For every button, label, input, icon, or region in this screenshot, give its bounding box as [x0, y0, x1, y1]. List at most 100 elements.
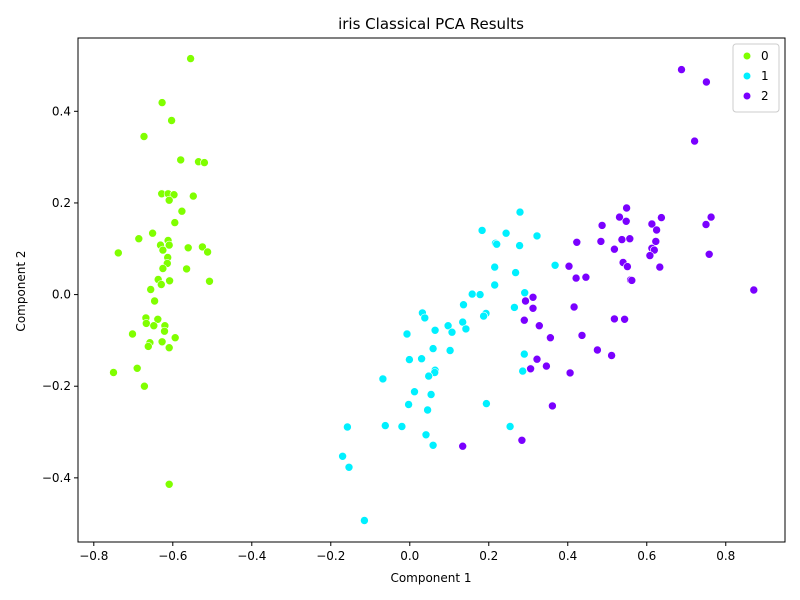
data-point-series-1-23 — [430, 325, 440, 335]
data-point-series-1-6 — [515, 241, 524, 250]
data-point-series-0-4 — [176, 155, 185, 165]
data-point-series-2-6 — [706, 212, 716, 222]
data-point-series-0-10 — [189, 191, 198, 201]
data-point-series-1-10 — [490, 280, 500, 290]
data-point-series-2-35 — [620, 314, 629, 324]
data-point-series-2-44 — [526, 364, 535, 374]
x-tick-label: 0.6 — [637, 549, 656, 563]
x-axis-title: Component 1 — [390, 571, 471, 585]
data-point-series-1-12 — [467, 289, 477, 299]
data-point-series-0-0 — [186, 54, 195, 63]
data-point-series-0-39 — [160, 326, 169, 336]
data-point-series-2-2 — [690, 136, 699, 146]
data-point-series-0-19 — [198, 242, 207, 252]
data-point-series-2-1 — [702, 77, 711, 87]
data-point-series-2-16 — [572, 238, 582, 247]
x-axis: −0.8 −0.6 −0.4 −0.2 0.0 0.2 0.4 0.6 0.8 — [79, 542, 735, 563]
data-point-series-2-43 — [542, 361, 551, 371]
data-point-series-2-10 — [597, 221, 607, 230]
data-point-series-2-32 — [569, 302, 579, 312]
data-point-series-1-44 — [343, 422, 352, 432]
x-tick-label: 0.0 — [400, 549, 419, 563]
data-point-series-0-40 — [128, 329, 137, 339]
data-point-series-0-35 — [153, 314, 163, 324]
data-point-series-1-13 — [475, 290, 485, 299]
data-point-series-1-43 — [505, 422, 515, 431]
data-point-series-1-42 — [397, 422, 407, 431]
data-point-series-0-12 — [177, 206, 187, 216]
legend-marker-1 — [743, 72, 751, 80]
data-point-series-2-38 — [577, 331, 587, 340]
data-point-series-1-29 — [405, 355, 414, 364]
data-point-series-2-24 — [564, 261, 574, 271]
data-point-series-1-40 — [423, 405, 432, 415]
data-point-series-2-33 — [528, 303, 538, 313]
data-point-series-1-22 — [461, 324, 471, 334]
data-point-series-2-25 — [655, 262, 665, 272]
data-point-series-1-18 — [479, 311, 488, 321]
data-point-series-1-11 — [520, 288, 530, 298]
data-point-series-1-49 — [360, 516, 369, 525]
data-point-series-0-31 — [157, 280, 166, 289]
data-point-series-1-32 — [518, 366, 528, 376]
x-tick-label: −0.2 — [316, 549, 345, 563]
data-point-series-1-7 — [550, 260, 560, 270]
data-point-series-1-25 — [402, 329, 412, 339]
y-tick-label: −0.2 — [42, 379, 71, 393]
data-point-series-0-41 — [170, 333, 180, 343]
data-point-series-0-1 — [157, 98, 167, 107]
data-point-series-1-47 — [338, 451, 347, 461]
data-point-series-1-27 — [445, 346, 455, 355]
data-point-series-1-48 — [344, 462, 354, 472]
data-point-series-2-45 — [565, 368, 575, 378]
data-point-series-0-15 — [134, 234, 144, 243]
data-point-series-1-30 — [417, 354, 426, 364]
data-point-series-0-11 — [164, 195, 174, 205]
data-point-series-1-45 — [421, 430, 431, 440]
data-point-series-0-18 — [164, 240, 174, 250]
data-point-series-2-49 — [627, 276, 637, 285]
legend: 0 1 2 — [732, 43, 780, 113]
data-point-series-1-8 — [490, 262, 500, 272]
data-point-series-2-12 — [625, 234, 635, 243]
data-point-series-0-29 — [165, 276, 174, 286]
data-point-series-2-23 — [623, 262, 632, 271]
data-point-series-1-26 — [428, 344, 438, 353]
x-tick-label: −0.6 — [158, 549, 187, 563]
data-point-series-1-14 — [459, 300, 468, 310]
data-point-series-1-24 — [447, 327, 457, 337]
y-tick-label: 0.0 — [52, 288, 71, 302]
data-point-series-1-35 — [378, 374, 388, 384]
data-point-series-2-9 — [701, 220, 711, 229]
data-point-series-1-46 — [428, 440, 438, 450]
data-point-series-2-36 — [519, 315, 529, 325]
data-point-series-0-46 — [132, 363, 142, 373]
data-point-series-0-13 — [170, 218, 180, 227]
data-point-series-0-20 — [183, 243, 193, 253]
data-point-series-0-14 — [148, 228, 157, 238]
data-point-series-1-3 — [532, 231, 542, 241]
y-axis-title: Component 2 — [14, 250, 28, 331]
data-point-series-1-36 — [410, 387, 419, 397]
data-point-series-0-9 — [169, 190, 179, 199]
data-point-series-1-2 — [501, 228, 511, 238]
legend-label-0: 0 — [761, 49, 769, 63]
legend-box — [732, 43, 780, 113]
data-point-series-0-42 — [157, 337, 167, 347]
data-point-series-1-37 — [426, 390, 436, 399]
data-point-series-2-0 — [677, 65, 686, 74]
data-point-series-2-34 — [610, 314, 619, 324]
legend-label-1: 1 — [761, 69, 769, 83]
data-point-series-1-28 — [519, 349, 529, 359]
y-axis: −0.4 −0.2 0.0 0.2 0.4 — [42, 104, 78, 485]
legend-marker-0 — [743, 52, 751, 60]
legend-label-2: 2 — [761, 89, 769, 103]
data-point-series-2-5 — [657, 213, 666, 222]
data-point-series-1-39 — [404, 400, 413, 409]
data-point-series-0-30 — [205, 276, 214, 286]
data-point-series-2-29 — [749, 285, 759, 295]
data-point-series-2-8 — [647, 219, 657, 229]
data-point-series-2-31 — [521, 296, 530, 306]
